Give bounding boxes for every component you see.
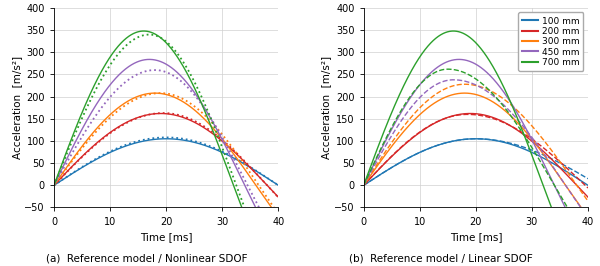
Y-axis label: Acceleration  [m/s²]: Acceleration [m/s²] — [11, 56, 22, 159]
Text: (b)  Reference model / Linear SDOF: (b) Reference model / Linear SDOF — [349, 253, 533, 263]
Text: (a)  Reference model / Nonlinear SDOF: (a) Reference model / Nonlinear SDOF — [46, 253, 248, 263]
Legend: 100 mm, 200 mm, 300 mm, 450 mm, 700 mm: 100 mm, 200 mm, 300 mm, 450 mm, 700 mm — [518, 13, 583, 71]
Y-axis label: Acceleration  [m/s²]: Acceleration [m/s²] — [322, 56, 331, 159]
X-axis label: Time [ms]: Time [ms] — [140, 232, 193, 242]
X-axis label: Time [ms]: Time [ms] — [449, 232, 502, 242]
